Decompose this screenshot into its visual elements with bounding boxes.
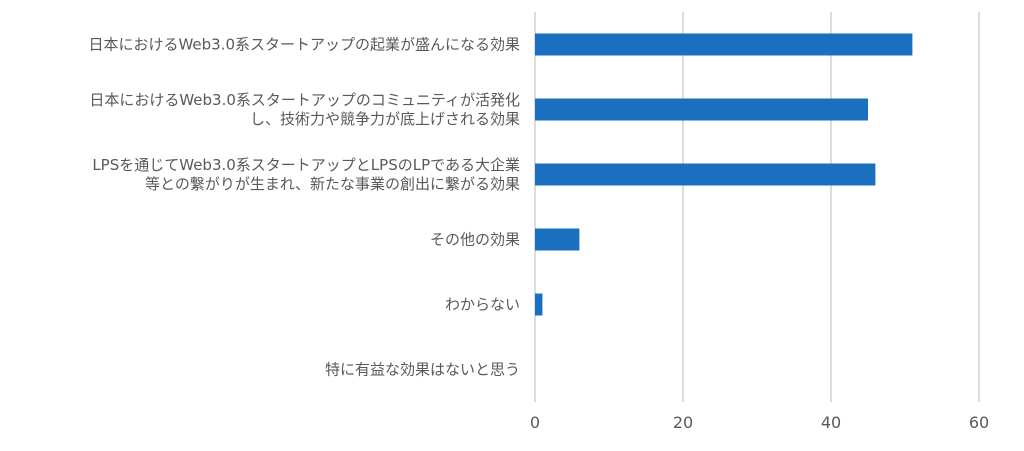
x-tick-labels: 0 20 40 60 [530, 413, 989, 432]
category-label: 日本におけるWeb3.0系スタートアップのコミュニティが活発化 [89, 91, 520, 109]
category-label: 特に有益な効果はないと思う [325, 361, 520, 379]
bar [535, 98, 868, 121]
category-label: わからない [445, 296, 520, 314]
bars [535, 33, 913, 316]
category-label: その他の効果 [430, 231, 520, 249]
x-tick-label: 40 [821, 413, 841, 432]
category-label: LPSを通じてWeb3.0系スタートアップとLPSのLPである大企業 [92, 156, 520, 174]
category-label: 等との繋がりが生まれ、新たな事業の創出に繋がる効果 [145, 175, 520, 193]
gridlines [534, 12, 980, 402]
x-tick-label: 20 [673, 413, 693, 432]
bar [535, 163, 876, 186]
x-tick-label: 0 [530, 413, 540, 432]
category-label: し、技術力や競争力が底上げされる効果 [250, 110, 520, 128]
bar [535, 228, 580, 251]
x-tick-label: 60 [969, 413, 989, 432]
bar [535, 293, 543, 316]
bar [535, 33, 913, 56]
category-label: 日本におけるWeb3.0系スタートアップの起業が盛んになる効果 [88, 36, 520, 54]
category-labels: 日本におけるWeb3.0系スタートアップの起業が盛んになる効果日本におけるWeb… [88, 36, 520, 379]
